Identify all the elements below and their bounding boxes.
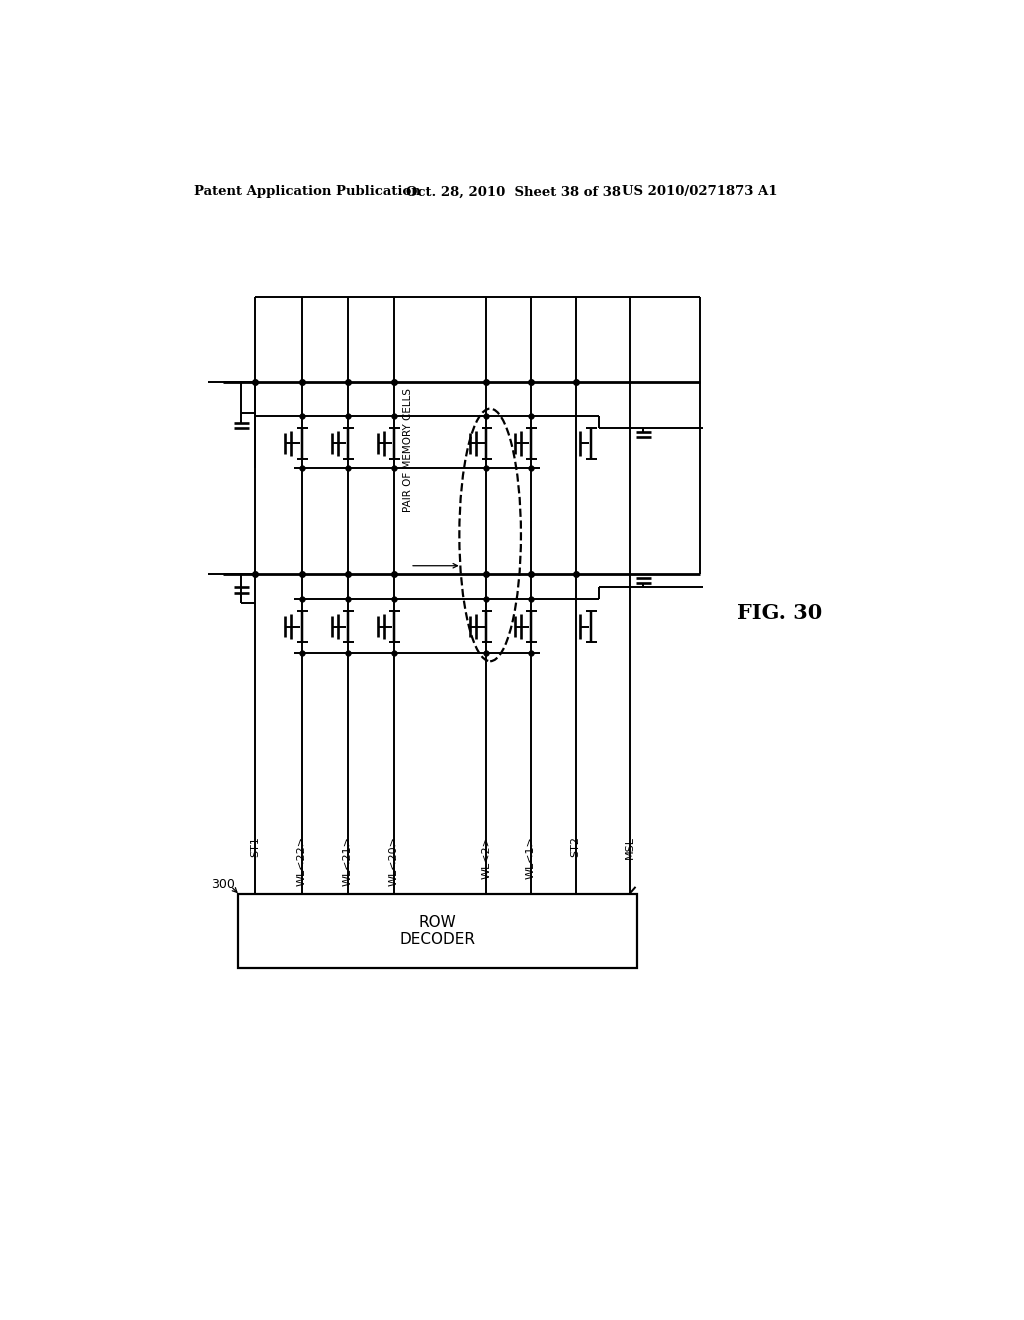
Text: Patent Application Publication: Patent Application Publication: [194, 185, 421, 198]
Text: ST1: ST1: [250, 836, 260, 857]
Text: 300: 300: [211, 878, 236, 891]
Text: PAIR OF MEMORY CELLS: PAIR OF MEMORY CELLS: [402, 388, 413, 512]
Text: Oct. 28, 2010  Sheet 38 of 38: Oct. 28, 2010 Sheet 38 of 38: [407, 185, 622, 198]
Text: WL<22>: WL<22>: [297, 836, 306, 886]
Text: WL<20>: WL<20>: [389, 836, 399, 886]
Text: US 2010/0271873 A1: US 2010/0271873 A1: [622, 185, 777, 198]
Text: WL<2>: WL<2>: [481, 836, 492, 879]
Text: WL<1>: WL<1>: [526, 836, 536, 879]
Text: WL<21>: WL<21>: [343, 836, 352, 886]
Text: ST2: ST2: [570, 836, 581, 857]
Text: FIG. 30: FIG. 30: [737, 603, 822, 623]
Text: ROW
DECODER: ROW DECODER: [399, 915, 476, 948]
Text: MSL: MSL: [625, 836, 635, 859]
Bar: [239, 894, 637, 969]
